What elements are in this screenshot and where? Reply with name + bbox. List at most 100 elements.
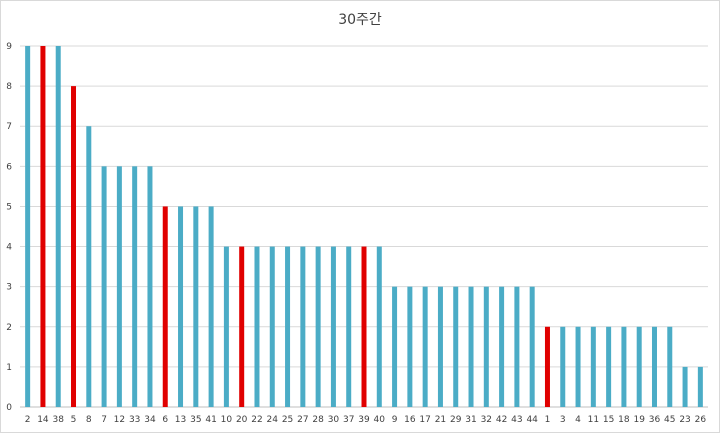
y-tick-label: 2 <box>6 323 12 333</box>
bar-3 <box>560 326 566 407</box>
bar-34 <box>147 166 153 407</box>
bar-19 <box>636 326 642 407</box>
x-tick-label: 32 <box>481 415 492 425</box>
x-tick-label: 40 <box>374 415 386 425</box>
x-tick-label: 45 <box>664 415 675 425</box>
bar-45 <box>667 326 673 407</box>
bar-5 <box>71 86 77 407</box>
x-tick-label: 3 <box>560 415 566 425</box>
bar-22 <box>254 246 260 407</box>
bar-9 <box>392 286 398 407</box>
x-tick-label: 27 <box>297 415 308 425</box>
x-tick-label: 39 <box>358 415 370 425</box>
x-tick-label: 43 <box>511 415 522 425</box>
bar-39 <box>361 246 367 407</box>
y-tick-label: 0 <box>6 403 12 413</box>
y-tick-label: 4 <box>6 243 12 253</box>
bar-44 <box>529 286 535 407</box>
x-tick-label: 9 <box>392 415 398 425</box>
x-tick-label: 37 <box>343 415 354 425</box>
x-tick-label: 38 <box>52 415 64 425</box>
x-tick-label: 42 <box>496 415 507 425</box>
bar-24 <box>269 246 275 407</box>
x-tick-label: 2 <box>25 415 31 425</box>
y-tick-label: 3 <box>6 283 12 293</box>
x-tick-label: 22 <box>251 415 262 425</box>
y-tick-label: 5 <box>6 202 12 212</box>
bar-8 <box>86 126 92 407</box>
x-tick-label: 4 <box>575 415 581 425</box>
x-tick-label: 19 <box>633 415 645 425</box>
x-tick-label: 17 <box>419 415 430 425</box>
x-tick-label: 6 <box>162 415 168 425</box>
bar-13 <box>178 206 184 407</box>
bar-31 <box>468 286 474 407</box>
x-tick-label: 35 <box>190 415 201 425</box>
chart-title: 30주간 <box>338 12 382 28</box>
bar-42 <box>499 286 505 407</box>
bar-40 <box>376 246 382 407</box>
x-tick-label: 8 <box>86 415 92 425</box>
bar-10 <box>223 246 229 407</box>
x-tick-label: 34 <box>144 415 156 425</box>
x-tick-label: 29 <box>450 415 462 425</box>
x-tick-label: 36 <box>649 415 661 425</box>
y-tick-label: 8 <box>6 82 12 92</box>
x-tick-label: 15 <box>603 415 614 425</box>
bar-2 <box>25 46 31 407</box>
y-tick-label: 1 <box>6 363 12 373</box>
bar-35 <box>193 206 199 407</box>
bar-7 <box>101 166 107 407</box>
bar-20 <box>239 246 245 407</box>
bar-25 <box>285 246 291 407</box>
x-tick-label: 20 <box>236 415 248 425</box>
bar-33 <box>132 166 138 407</box>
x-tick-label: 31 <box>465 415 476 425</box>
bar-18 <box>621 326 627 407</box>
x-tick-label: 12 <box>114 415 125 425</box>
bar-32 <box>483 286 489 407</box>
bar-29 <box>453 286 459 407</box>
bar-30 <box>330 246 336 407</box>
x-tick-label: 16 <box>404 415 416 425</box>
x-tick-label: 26 <box>695 415 707 425</box>
x-tick-label: 1 <box>545 415 551 425</box>
x-tick-label: 11 <box>588 415 599 425</box>
x-tick-label: 10 <box>221 415 233 425</box>
x-tick-label: 41 <box>205 415 216 425</box>
bar-27 <box>300 246 306 407</box>
bar-41 <box>208 206 214 407</box>
bar-1 <box>544 326 550 407</box>
bar-21 <box>437 286 443 407</box>
bar-6 <box>162 206 168 407</box>
bar-12 <box>116 166 122 407</box>
bar-17 <box>422 286 428 407</box>
x-tick-label: 7 <box>101 415 107 425</box>
bar-26 <box>697 366 703 407</box>
x-tick-label: 21 <box>435 415 446 425</box>
y-tick-label: 9 <box>6 42 12 52</box>
y-tick-label: 6 <box>6 162 12 172</box>
x-tick-label: 23 <box>679 415 690 425</box>
bar-36 <box>651 326 657 407</box>
bar-15 <box>606 326 612 407</box>
bar-11 <box>590 326 596 407</box>
bar-28 <box>315 246 321 407</box>
x-tick-label: 25 <box>282 415 293 425</box>
bar-16 <box>407 286 413 407</box>
bar-14 <box>40 46 46 407</box>
x-tick-label: 44 <box>526 415 538 425</box>
x-tick-label: 28 <box>312 415 324 425</box>
x-tick-label: 33 <box>129 415 140 425</box>
x-tick-label: 24 <box>267 415 279 425</box>
y-tick-label: 7 <box>6 122 12 132</box>
bar-43 <box>514 286 520 407</box>
bar-4 <box>575 326 581 407</box>
bar-38 <box>55 46 61 407</box>
x-tick-label: 5 <box>71 415 77 425</box>
x-tick-label: 14 <box>37 415 49 425</box>
x-tick-label: 13 <box>175 415 186 425</box>
x-tick-label: 18 <box>618 415 630 425</box>
x-tick-label: 30 <box>328 415 340 425</box>
